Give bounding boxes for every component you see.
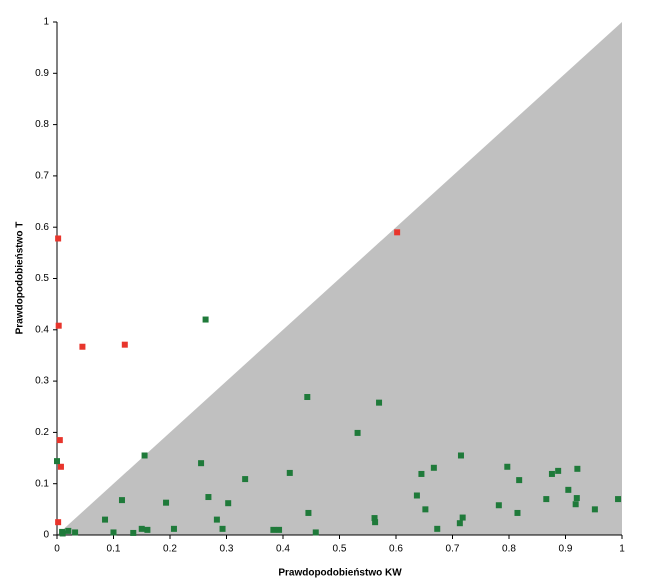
point [591, 506, 598, 513]
point [213, 516, 220, 523]
point [163, 499, 170, 506]
point [354, 429, 361, 436]
point [144, 526, 151, 533]
point [555, 467, 562, 474]
y-axis-title: Prawdopodobieństwo T [15, 222, 26, 335]
point [434, 525, 441, 532]
point [418, 470, 425, 477]
point [312, 529, 319, 536]
x-tick-label: 1 [619, 544, 625, 555]
point [79, 343, 86, 350]
point [219, 525, 226, 532]
point [118, 497, 125, 504]
point [376, 399, 383, 406]
point [55, 235, 62, 242]
point [305, 509, 312, 516]
y-tick-label: 0.1 [35, 478, 49, 489]
point [102, 516, 109, 523]
diagonal-region [57, 22, 622, 535]
point [456, 520, 463, 527]
x-tick-label: 0.5 [333, 544, 347, 555]
point [270, 526, 277, 533]
y-tick-label: 0 [43, 530, 49, 541]
point [57, 463, 64, 470]
point [615, 496, 622, 503]
point [573, 495, 580, 502]
point [572, 501, 579, 508]
point [495, 502, 502, 509]
point [574, 465, 581, 472]
point [55, 519, 62, 526]
point [59, 530, 66, 537]
point [205, 494, 212, 501]
x-tick-label: 0.2 [163, 544, 177, 555]
point [276, 526, 283, 533]
x-tick-label: 0.1 [107, 544, 121, 555]
point [55, 322, 62, 329]
x-tick-label: 0.8 [502, 544, 516, 555]
point [202, 316, 209, 323]
x-tick-label: 0 [54, 544, 60, 555]
point [548, 470, 555, 477]
y-tick-label: 1 [43, 17, 49, 28]
y-tick-label: 0.6 [35, 222, 49, 233]
y-tick-label: 0.4 [35, 324, 49, 335]
x-tick-label: 0.9 [559, 544, 573, 555]
point [371, 515, 378, 522]
point [457, 452, 464, 459]
point [422, 506, 429, 513]
x-axis-title: Prawdopodobieństwo KW [278, 568, 402, 579]
x-tick-label: 0.3 [220, 544, 234, 555]
point [65, 527, 72, 534]
x-tick-label: 0.6 [389, 544, 403, 555]
point [413, 492, 420, 499]
point [286, 469, 293, 476]
point [394, 229, 401, 236]
point [242, 476, 249, 483]
y-tick-label: 0.9 [35, 68, 49, 79]
point [543, 496, 550, 503]
y-tick-label: 0.8 [35, 119, 49, 130]
point [304, 394, 311, 401]
y-tick-label: 0.7 [35, 171, 49, 182]
point [130, 529, 137, 536]
point [198, 460, 205, 467]
x-tick-label: 0.7 [446, 544, 460, 555]
point [54, 458, 60, 465]
point [514, 509, 521, 516]
point [504, 463, 511, 470]
point [516, 477, 523, 484]
point [56, 437, 63, 444]
x-tick-label: 0.4 [276, 544, 290, 555]
point [372, 519, 379, 526]
y-tick-label: 0.2 [35, 427, 49, 438]
point [121, 341, 128, 348]
point [225, 500, 232, 507]
point [565, 486, 572, 493]
point [138, 525, 145, 532]
point [170, 525, 177, 532]
point [459, 514, 466, 521]
point [141, 452, 148, 459]
y-tick-label: 0.5 [35, 273, 49, 284]
y-tick-label: 0.3 [35, 376, 49, 387]
point [430, 464, 437, 471]
point [72, 529, 79, 536]
point [110, 529, 117, 536]
